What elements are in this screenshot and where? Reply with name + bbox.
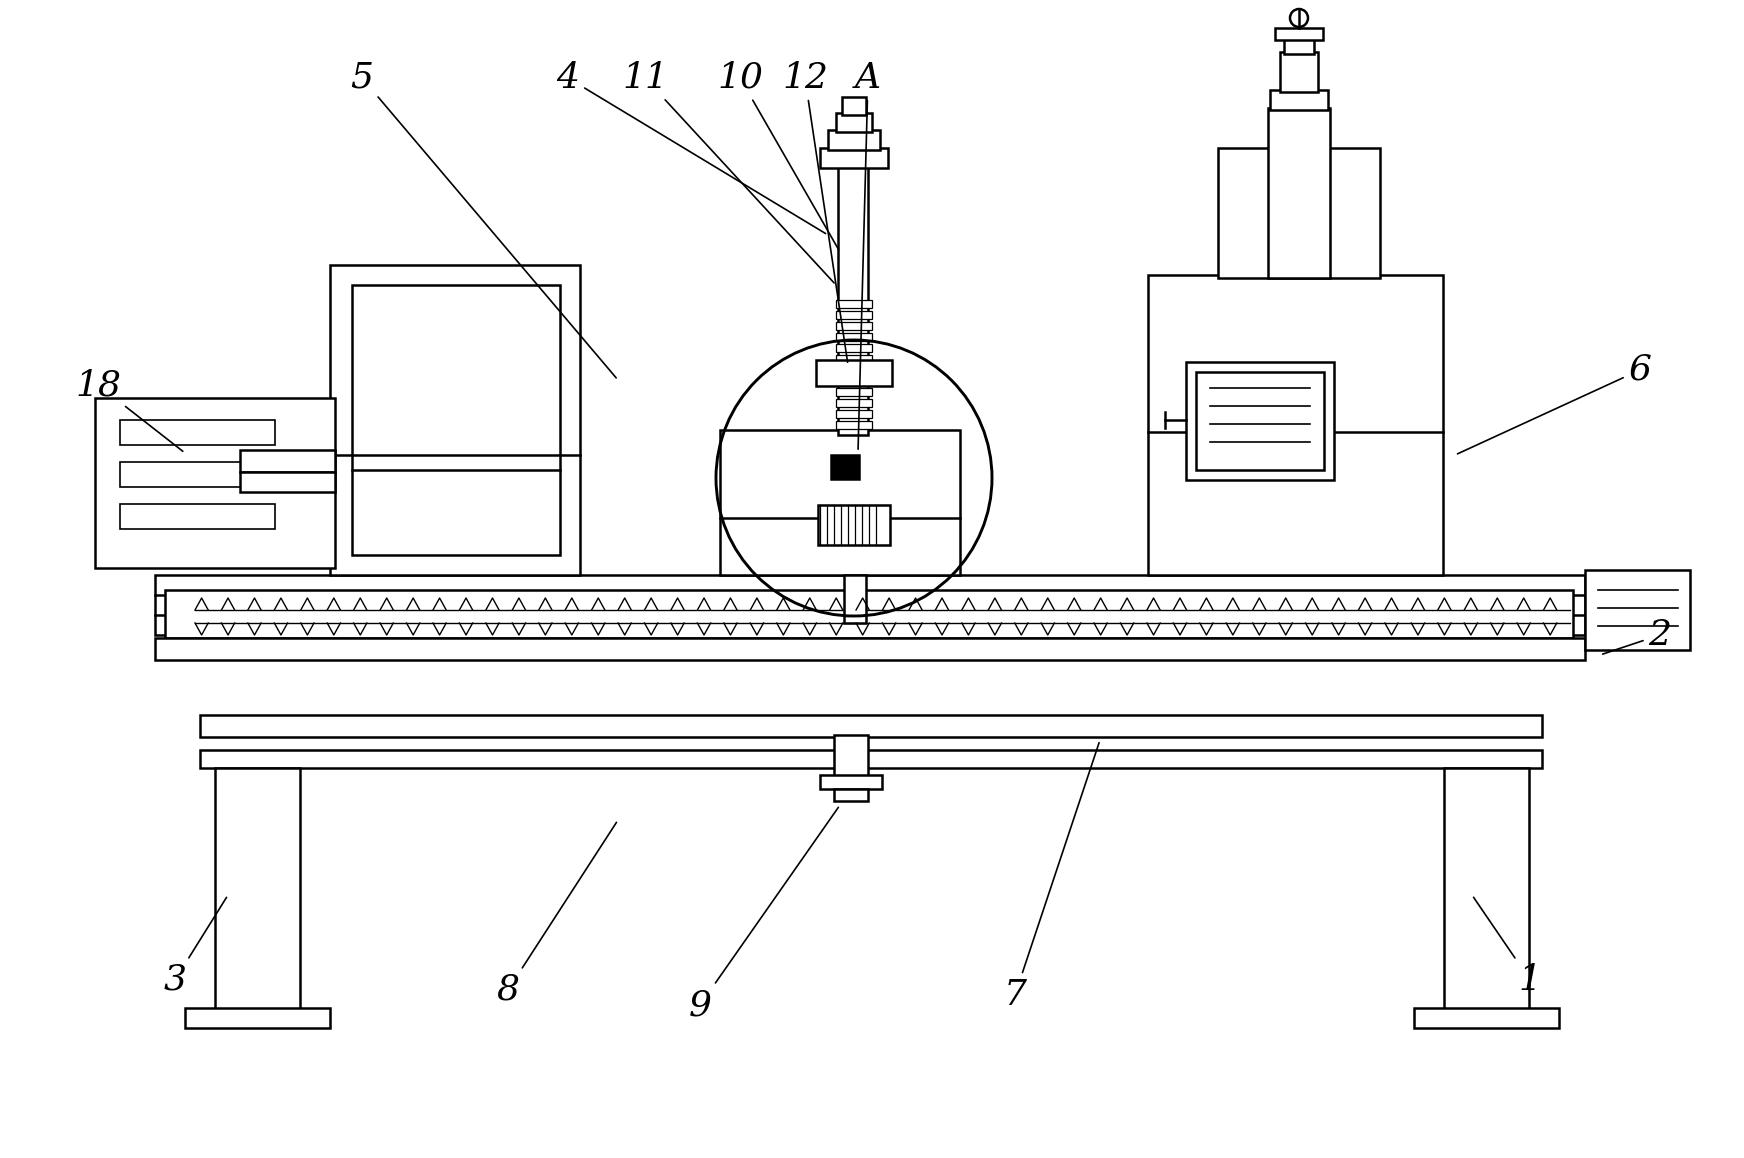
- Text: 12: 12: [781, 61, 848, 362]
- Bar: [241, 472, 335, 492]
- Bar: [1444, 768, 1529, 1016]
- Bar: [241, 450, 335, 472]
- Bar: [120, 462, 276, 488]
- Bar: [201, 714, 1542, 736]
- Bar: [835, 378, 872, 384]
- Bar: [842, 97, 867, 115]
- Bar: [834, 789, 869, 801]
- Bar: [835, 410, 872, 418]
- Bar: [1268, 108, 1331, 278]
- Bar: [835, 312, 872, 318]
- Bar: [820, 148, 888, 168]
- Bar: [818, 505, 889, 545]
- Bar: [839, 151, 869, 435]
- Bar: [834, 735, 869, 777]
- Bar: [155, 576, 1585, 635]
- Bar: [1217, 148, 1380, 278]
- Bar: [835, 422, 872, 428]
- Bar: [820, 775, 882, 789]
- Bar: [835, 366, 872, 374]
- Bar: [1280, 52, 1318, 91]
- Bar: [835, 334, 872, 340]
- Bar: [155, 638, 1585, 660]
- Bar: [720, 430, 959, 576]
- Bar: [1270, 90, 1327, 110]
- Bar: [94, 398, 335, 569]
- Text: 10: 10: [717, 61, 839, 250]
- Bar: [1414, 1007, 1559, 1028]
- Bar: [1284, 38, 1313, 54]
- Text: 7: 7: [1003, 742, 1099, 1012]
- Text: 5: 5: [351, 61, 616, 378]
- Text: 3: 3: [164, 897, 227, 997]
- Text: A: A: [855, 61, 881, 449]
- Bar: [1585, 570, 1690, 650]
- Bar: [201, 750, 1542, 768]
- Text: 2: 2: [1603, 618, 1671, 654]
- Bar: [835, 300, 872, 308]
- Text: 4: 4: [556, 61, 825, 234]
- Bar: [1148, 274, 1442, 576]
- Bar: [120, 504, 276, 529]
- Bar: [835, 356, 872, 362]
- Bar: [120, 420, 276, 445]
- Bar: [835, 113, 872, 132]
- Bar: [835, 322, 872, 330]
- Bar: [830, 455, 860, 479]
- Bar: [185, 1007, 330, 1028]
- Bar: [1186, 362, 1334, 481]
- Bar: [352, 285, 560, 555]
- Text: 8: 8: [497, 822, 616, 1007]
- Bar: [330, 265, 581, 576]
- Bar: [1275, 28, 1324, 41]
- Bar: [835, 400, 872, 406]
- Text: 18: 18: [75, 368, 183, 452]
- Bar: [844, 576, 867, 623]
- Text: 6: 6: [1458, 353, 1652, 454]
- Bar: [828, 130, 881, 151]
- Bar: [1196, 372, 1324, 470]
- Text: 9: 9: [689, 807, 839, 1023]
- Text: 1: 1: [1474, 897, 1542, 997]
- Text: 11: 11: [623, 61, 834, 283]
- Bar: [835, 388, 872, 396]
- Bar: [816, 360, 891, 386]
- Bar: [215, 768, 300, 1016]
- Bar: [835, 344, 872, 352]
- Bar: [166, 589, 1573, 638]
